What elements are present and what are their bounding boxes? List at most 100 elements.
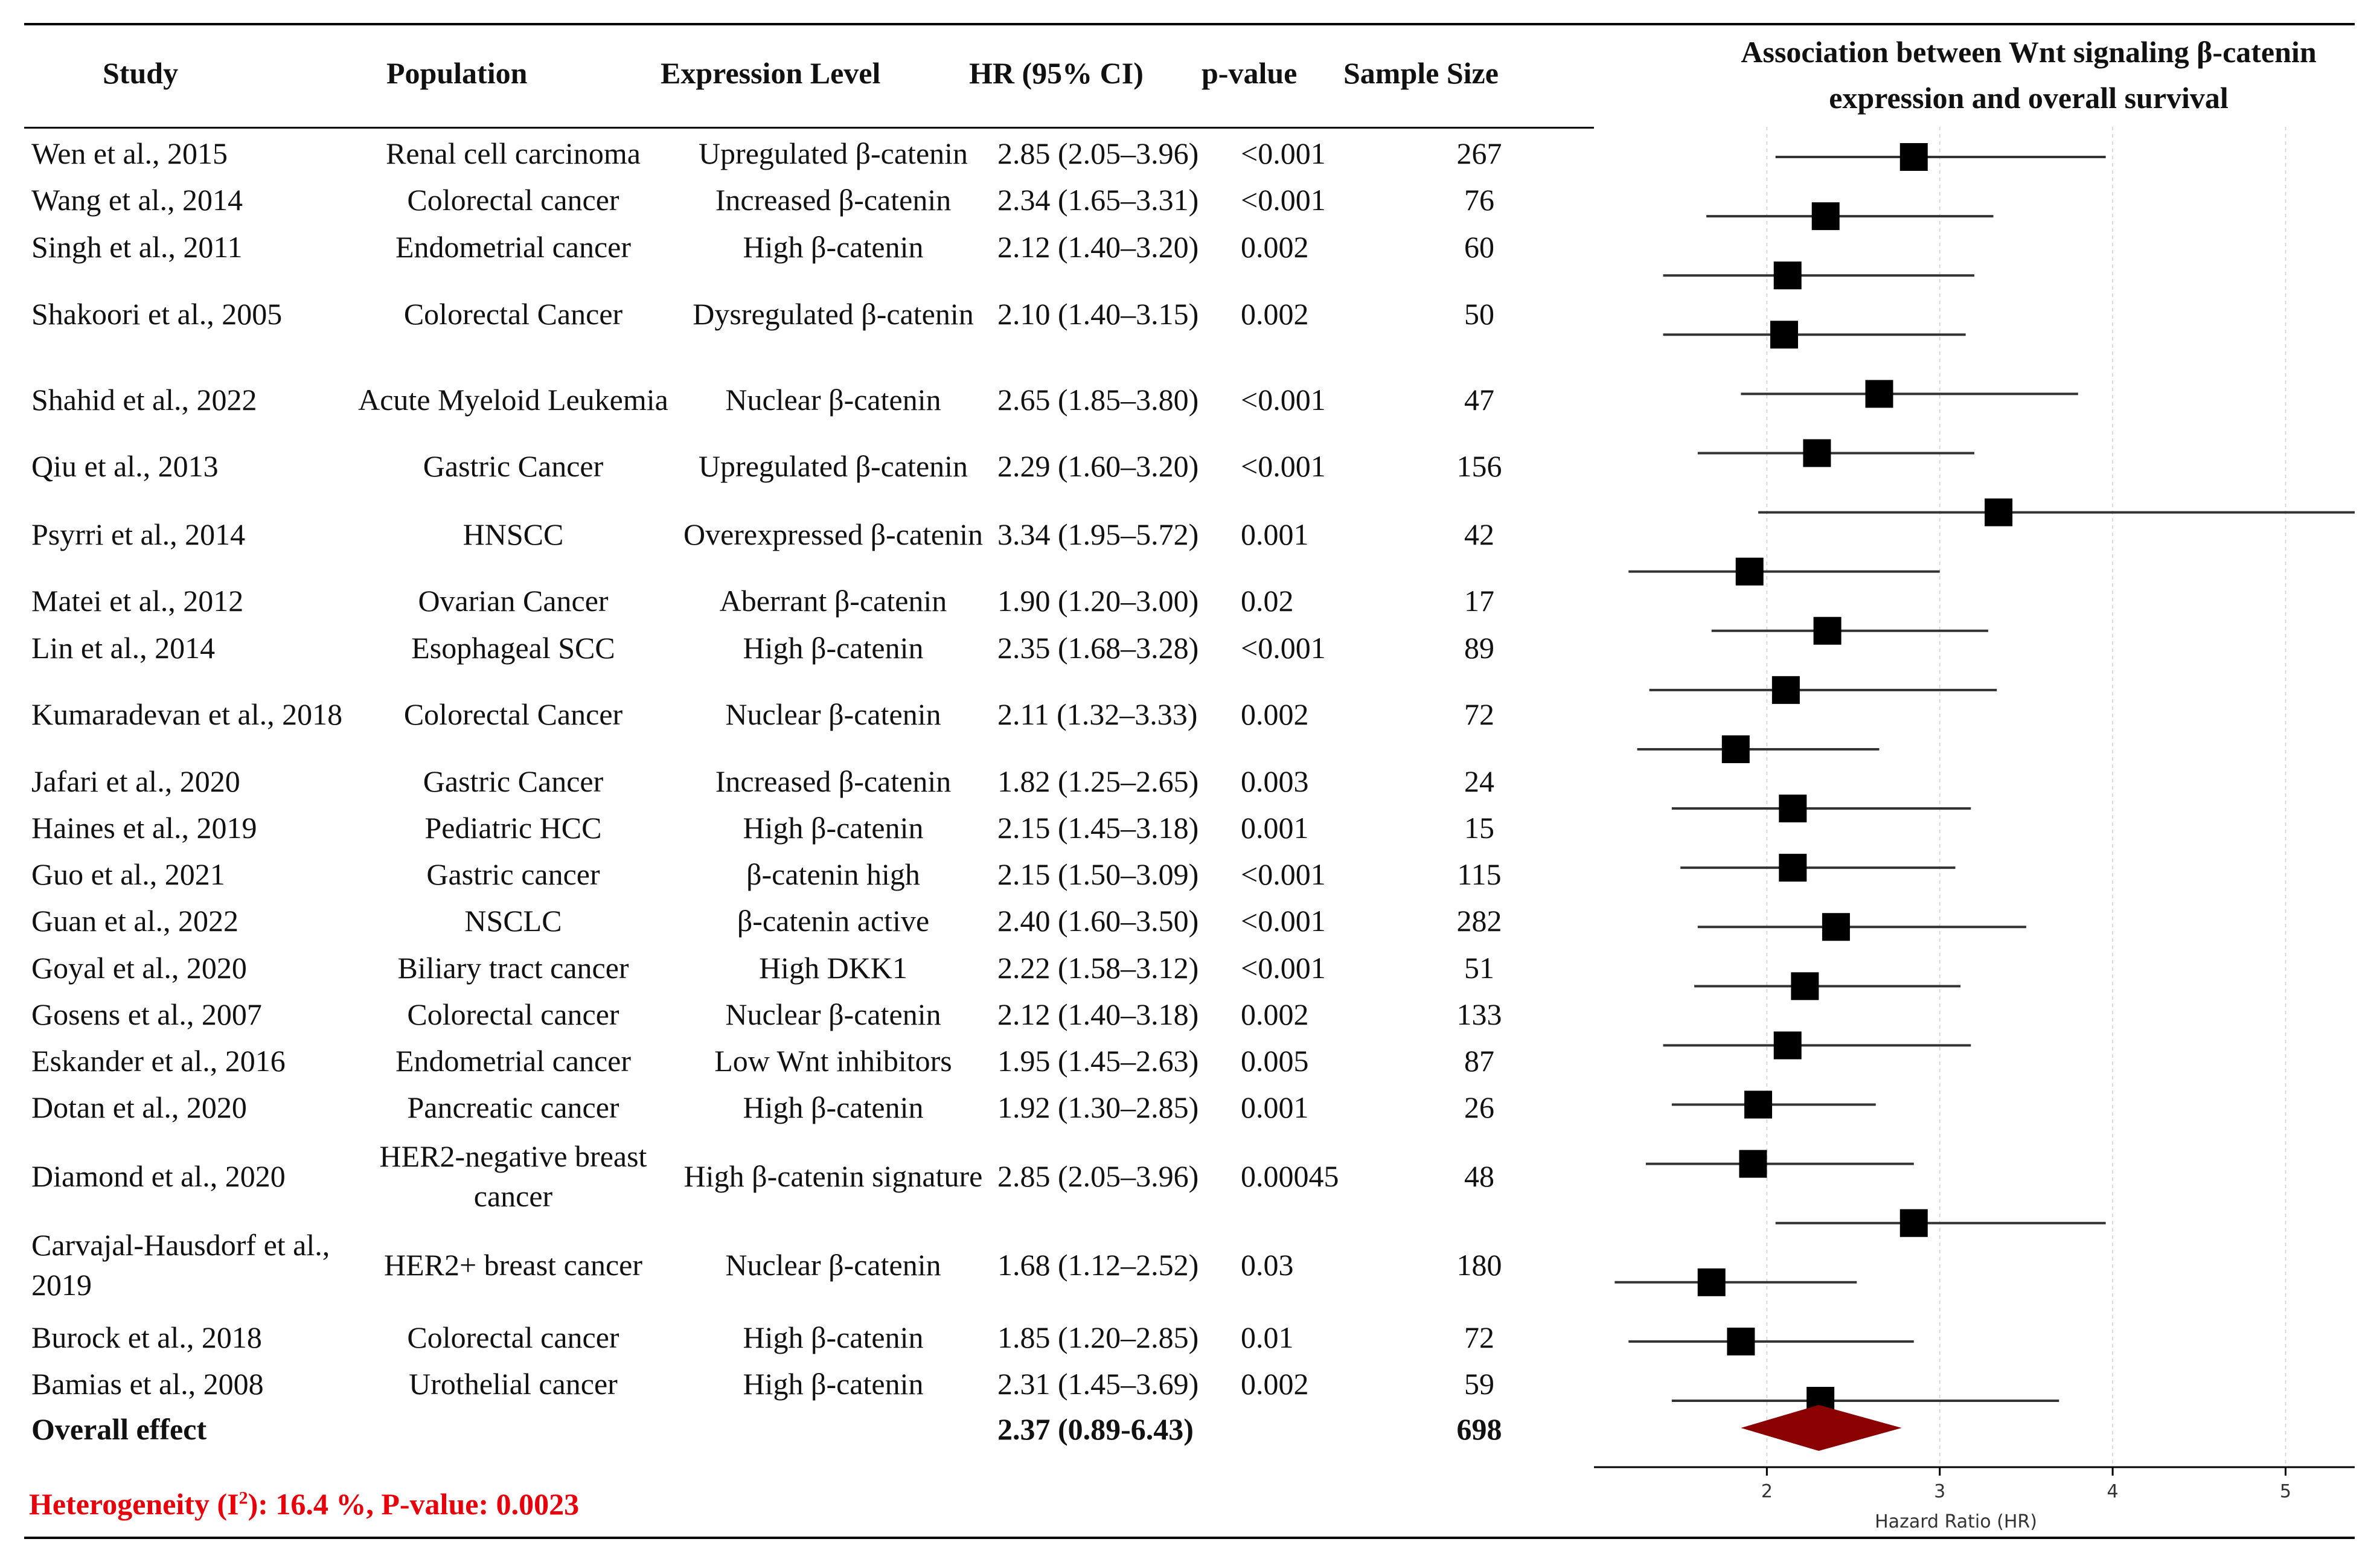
cell-sample-size: 47	[1464, 383, 1494, 417]
cell-expression-level: High β-catenin	[743, 230, 924, 264]
hr-marker	[1771, 676, 1800, 704]
cell-expression-level: Increased β-catenin	[715, 764, 952, 798]
cell-p-value: 0.001	[1241, 811, 1309, 845]
cell-population: Pancreatic cancer	[407, 1090, 619, 1124]
cell-expression-level: Nuclear β-catenin	[725, 1248, 941, 1282]
hr-marker	[1899, 1209, 1928, 1237]
cell-population: Acute Myeloid Leukemia	[358, 383, 668, 417]
cell-study-name: Goyal et al., 2020	[31, 951, 247, 985]
cell-expression-level: β-catenin active	[737, 904, 930, 938]
hr-marker	[1899, 143, 1928, 171]
cell-population: NSCLC	[464, 904, 562, 938]
cell-sample-size: 267	[1456, 136, 1502, 170]
cell-hr-ci: 2.11 (1.32–3.33)	[997, 697, 1198, 731]
cell-p-value: 0.001	[1241, 517, 1309, 551]
hr-marker	[1865, 380, 1893, 408]
cell-study-name: Qiu et al., 2013	[31, 449, 219, 483]
cell-p-value: 0.001	[1241, 1090, 1309, 1124]
header-p: p-value	[1202, 56, 1298, 90]
cell-p-value: 0.01	[1241, 1320, 1294, 1354]
cell-sample-size: 42	[1464, 517, 1494, 551]
cell-study-name: Wang et al., 2014	[31, 183, 243, 217]
cell-study-name: Guan et al., 2022	[31, 904, 238, 938]
cell-hr-ci: 1.95 (1.45–2.63)	[997, 1044, 1199, 1078]
cell-study-name: Wen et al., 2015	[31, 136, 228, 170]
cell-p-value: 0.002	[1241, 697, 1309, 731]
cell-expression-level: High β-catenin signature	[683, 1159, 983, 1193]
cell-study-name: Bamias et al., 2008	[31, 1367, 264, 1401]
cell-study-name: Kumaradevan et al., 2018	[31, 697, 343, 731]
cell-sample-size: 76	[1464, 183, 1494, 217]
cell-sample-size: 133	[1456, 997, 1502, 1031]
cell-hr-ci: 3.34 (1.95–5.72)	[997, 517, 1199, 551]
hr-marker	[1811, 202, 1840, 231]
cell-population: Esophageal SCC	[411, 631, 615, 665]
forest-plot-title: Association between Wnt signaling β-cate…	[1741, 35, 2317, 115]
cell-p-value: <0.001	[1241, 951, 1326, 985]
cell-expression-level: Dysregulated β-catenin	[693, 297, 974, 331]
bottom-rule	[24, 1537, 2355, 1539]
x-tick-label: 5	[2280, 1481, 2291, 1502]
cell-sample-size: 180	[1456, 1248, 1502, 1282]
cell-expression-level: Nuclear β-catenin	[725, 383, 941, 417]
cell-hr-ci: 2.85 (2.05–3.96)	[997, 1159, 1199, 1193]
cell-study-name: Dotan et al., 2020	[31, 1090, 247, 1124]
cell-study-name: Shahid et al., 2022	[31, 383, 257, 417]
overall-label: Overall effect	[31, 1412, 207, 1446]
cell-population: Colorectal cancer	[407, 997, 619, 1031]
cell-population: Gastric cancer	[426, 857, 600, 891]
hr-marker	[1727, 1327, 1755, 1355]
top-rule	[24, 23, 2355, 25]
cell-expression-level: Nuclear β-catenin	[725, 997, 941, 1031]
hr-marker	[1779, 795, 1807, 823]
cell-study-name: Guo et al., 2021	[31, 857, 225, 891]
hr-marker	[1779, 854, 1807, 882]
cell-hr-ci: 1.90 (1.20–3.00)	[997, 584, 1199, 618]
cell-expression-level: Overexpressed β-catenin	[683, 517, 984, 551]
cell-expression-level: High β-catenin	[743, 1320, 924, 1354]
forest-plot: 2 3 4 5 Hazard Ratio (HR)	[1594, 127, 2355, 1532]
hr-marker	[1985, 498, 2013, 526]
cell-hr-ci: 2.34 (1.65–3.31)	[997, 183, 1199, 217]
cell-sample-size: 72	[1464, 697, 1494, 731]
cell-sample-size: 60	[1464, 230, 1494, 264]
cell-sample-size: 15	[1464, 811, 1494, 845]
cell-study-name: Eskander et al., 2016	[31, 1044, 286, 1078]
cell-expression-level: Aberrant β-catenin	[719, 584, 947, 618]
cell-hr-ci: 2.15 (1.50–3.09)	[997, 857, 1199, 891]
cell-p-value: <0.001	[1241, 857, 1326, 891]
hr-marker	[1721, 735, 1750, 763]
cell-expression-level: High β-catenin	[743, 1090, 924, 1124]
cell-hr-ci: 1.82 (1.25–2.65)	[997, 764, 1199, 798]
cell-expression-level: Increased β-catenin	[715, 183, 952, 217]
cell-expression-level: High β-catenin	[743, 1367, 924, 1401]
cell-population: Colorectal Cancer	[403, 697, 623, 731]
hr-marker	[1744, 1090, 1773, 1119]
cell-expression-level: Upregulated β-catenin	[698, 449, 968, 483]
hr-marker	[1803, 439, 1831, 467]
cell-hr-ci: 2.31 (1.45–3.69)	[997, 1367, 1199, 1401]
cell-p-value: 0.002	[1241, 230, 1309, 264]
hr-marker	[1773, 261, 1802, 290]
cell-population: Endometrial cancer	[395, 1044, 632, 1078]
cell-p-value: 0.002	[1241, 1367, 1309, 1401]
cell-population: Pediatric HCC	[424, 811, 602, 845]
cell-hr-ci: 2.35 (1.68–3.28)	[997, 631, 1199, 665]
cell-expression-level: High β-catenin	[743, 811, 924, 845]
cell-p-value: <0.001	[1241, 904, 1326, 938]
cell-study-name: Burock et al., 2018	[31, 1320, 262, 1354]
hr-marker	[1773, 1031, 1802, 1060]
header-study: Study	[103, 56, 179, 90]
cell-p-value: 0.02	[1241, 584, 1294, 618]
cell-p-value: 0.00045	[1241, 1159, 1339, 1193]
cell-study-name: Lin et al., 2014	[31, 631, 216, 665]
x-tick-label: 3	[1934, 1481, 1945, 1502]
overall-sample-size: 698	[1456, 1412, 1502, 1446]
overall-hr: 2.37 (0.89-6.43)	[997, 1412, 1194, 1446]
cell-p-value: <0.001	[1241, 449, 1326, 483]
cell-hr-ci: 2.85 (2.05–3.96)	[997, 136, 1199, 170]
cell-hr-ci: 2.22 (1.58–3.12)	[997, 951, 1199, 985]
cell-study-name: Psyrri et al., 2014	[31, 517, 246, 551]
cell-p-value: 0.03	[1241, 1248, 1294, 1282]
hr-marker	[1791, 972, 1819, 1000]
